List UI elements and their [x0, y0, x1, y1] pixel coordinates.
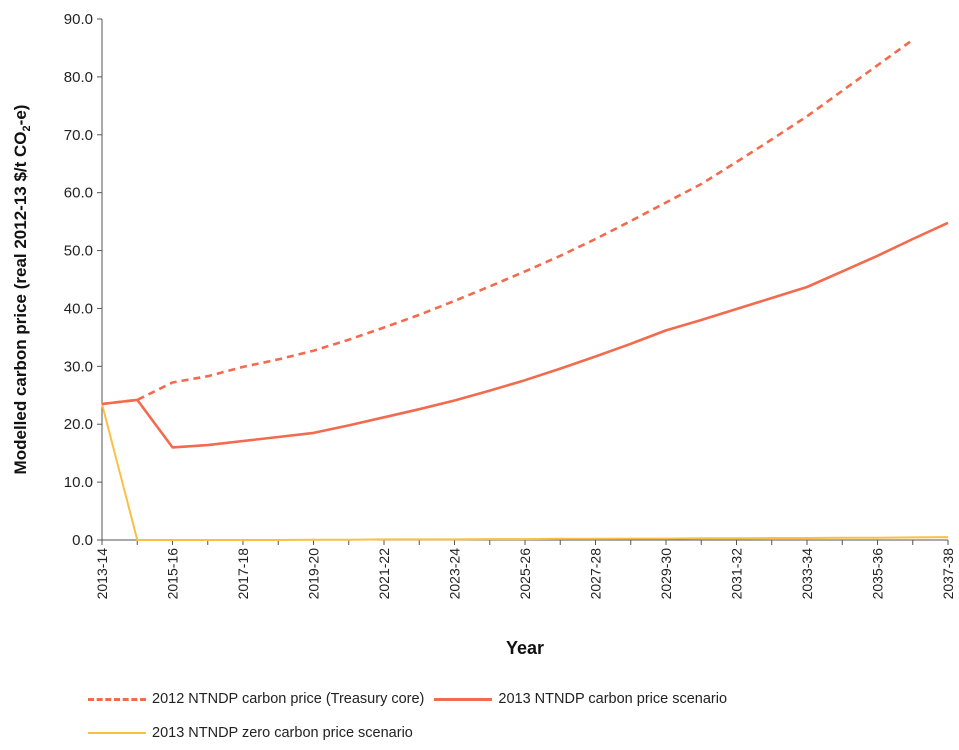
legend-row-2: 2013 NTNDP zero carbon price scenario	[88, 716, 948, 750]
y-tick-label: 50.0	[64, 243, 93, 260]
x-axis-ticks: 2013-14 2015-16 2017-18 2019-20 2021-22 2023-…	[94, 540, 956, 599]
x-tick-label: 2031-32	[729, 548, 745, 600]
legend: 2012 NTNDP carbon price (Treasury core) …	[88, 682, 948, 750]
y-axis-title: Modelled carbon price (real 2012-13 $/t …	[11, 105, 33, 475]
y-tick-label: 30.0	[64, 358, 93, 375]
series-line-2	[101, 403, 949, 541]
legend-label-2013-scenario: 2013 NTNDP carbon price scenario	[498, 691, 728, 707]
x-tick-label: 2021-22	[376, 548, 392, 600]
legend-swatch-solid-yellow	[88, 732, 146, 734]
y-tick-label: 10.0	[64, 474, 93, 491]
legend-item-2013-zero: 2013 NTNDP zero carbon price scenario	[88, 725, 413, 741]
y-tick-label: 60.0	[64, 185, 93, 202]
x-tick-label: 2029-30	[658, 548, 674, 600]
legend-row-1: 2012 NTNDP carbon price (Treasury core) …	[88, 682, 948, 716]
x-tick-label: 2037-38	[940, 548, 956, 600]
y-axis-ticks: 0.0 10.0 20.0 30.0 40.0 50.0 60.0 70.0 80.0 90.0	[64, 11, 102, 549]
x-axis-title: Year	[506, 638, 544, 658]
series-line-0	[101, 38, 914, 406]
legend-item-2013-scenario: 2013 NTNDP carbon price scenario	[434, 691, 727, 707]
x-tick-label: 2015-16	[165, 548, 181, 600]
series-line-1	[101, 221, 949, 449]
x-tick-label: 2013-14	[94, 548, 110, 600]
y-tick-label: 70.0	[64, 127, 93, 144]
legend-swatch-solid-red	[434, 697, 493, 701]
legend-item-2012-treasury: 2012 NTNDP carbon price (Treasury core)	[88, 691, 424, 707]
y-tick-label: 20.0	[64, 416, 93, 433]
x-tick-label: 2035-36	[870, 548, 886, 600]
y-tick-label: 90.0	[64, 11, 93, 28]
y-tick-label: 40.0	[64, 300, 93, 317]
series-layer	[101, 38, 949, 541]
x-tick-label: 2019-20	[306, 548, 322, 600]
y-tick-label: 0.0	[72, 532, 93, 549]
legend-label-2013-zero: 2013 NTNDP zero carbon price scenario	[152, 725, 413, 741]
x-tick-label: 2023-24	[447, 548, 463, 600]
y-tick-label: 80.0	[64, 69, 93, 86]
x-tick-label: 2025-26	[517, 548, 533, 600]
legend-swatch-dashed	[88, 697, 146, 701]
x-tick-label: 2027-28	[588, 548, 604, 600]
x-tick-label: 2033-34	[799, 548, 815, 600]
legend-label-2012-treasury: 2012 NTNDP carbon price (Treasury core)	[152, 691, 425, 707]
x-tick-label: 2017-18	[235, 548, 251, 600]
